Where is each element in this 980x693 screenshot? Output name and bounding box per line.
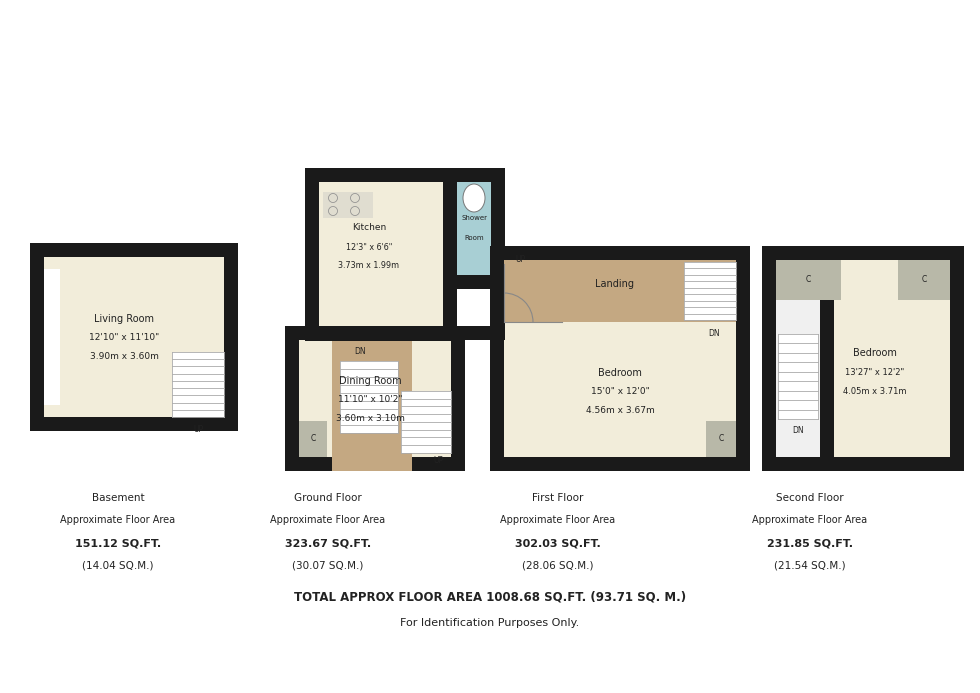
Text: UP: UP <box>433 457 443 466</box>
Text: Second Floor: Second Floor <box>776 493 844 503</box>
Bar <box>305 326 505 340</box>
Bar <box>451 326 465 471</box>
Bar <box>30 243 44 431</box>
Bar <box>44 269 60 405</box>
Text: (14.04 SQ.M.): (14.04 SQ.M.) <box>82 560 154 570</box>
Text: UP: UP <box>193 426 203 435</box>
Text: TOTAL APPROX FLOOR AREA 1008.68 SQ.FT. (93.71 SQ. M.): TOTAL APPROX FLOOR AREA 1008.68 SQ.FT. (… <box>294 590 686 604</box>
Bar <box>762 246 776 471</box>
Bar <box>305 327 457 341</box>
Text: Ground Floor: Ground Floor <box>294 493 362 503</box>
Text: 151.12 SQ.FT.: 151.12 SQ.FT. <box>74 538 161 548</box>
Bar <box>820 300 834 457</box>
Text: Basement: Basement <box>92 493 144 503</box>
Bar <box>443 275 505 289</box>
Text: 11'10" x 10'2": 11'10" x 10'2" <box>338 395 402 404</box>
Text: C: C <box>311 435 316 444</box>
Text: 12'3" x 6'6": 12'3" x 6'6" <box>346 243 392 252</box>
Bar <box>762 246 964 471</box>
Bar <box>30 417 238 431</box>
Text: 13'27" x 12'2": 13'27" x 12'2" <box>846 368 905 377</box>
Bar <box>299 421 327 457</box>
Text: 302.03 SQ.FT.: 302.03 SQ.FT. <box>515 538 601 548</box>
Bar <box>285 457 465 471</box>
Bar <box>684 262 736 320</box>
Text: 4.05m x 3.71m: 4.05m x 3.71m <box>843 387 906 396</box>
Text: 231.85 SQ.FT.: 231.85 SQ.FT. <box>767 538 853 548</box>
Bar <box>172 352 224 417</box>
Text: 4.56m x 3.67m: 4.56m x 3.67m <box>586 406 655 415</box>
Bar <box>323 192 373 218</box>
Ellipse shape <box>463 184 485 212</box>
Bar <box>443 168 505 182</box>
Text: Shower: Shower <box>461 216 487 222</box>
Bar <box>305 168 457 341</box>
Text: 12'10" x 11'10": 12'10" x 11'10" <box>89 333 159 342</box>
Text: 323.67 SQ.FT.: 323.67 SQ.FT. <box>285 538 371 548</box>
Bar <box>776 260 841 300</box>
Text: UP: UP <box>514 256 525 265</box>
Bar <box>285 326 299 471</box>
Text: 3.90m x 3.60m: 3.90m x 3.60m <box>89 353 159 362</box>
Bar <box>490 246 750 260</box>
Text: DN: DN <box>709 329 720 338</box>
Text: Kitchen: Kitchen <box>352 224 386 232</box>
Bar <box>778 334 818 419</box>
Bar <box>332 341 412 471</box>
Bar <box>736 246 750 471</box>
Bar <box>285 326 465 340</box>
Bar <box>443 168 505 289</box>
Text: Approximate Floor Area: Approximate Floor Area <box>753 515 867 525</box>
Bar <box>950 246 964 471</box>
Bar <box>305 168 457 182</box>
Bar <box>224 243 238 431</box>
Bar <box>285 326 465 471</box>
Text: (30.07 SQ.M.): (30.07 SQ.M.) <box>292 560 364 570</box>
Text: C: C <box>921 276 927 285</box>
Bar <box>305 327 319 340</box>
Bar <box>443 168 457 341</box>
Text: For Identification Purposes Only.: For Identification Purposes Only. <box>401 618 579 628</box>
Text: Room: Room <box>465 236 484 241</box>
Text: DN: DN <box>354 347 366 356</box>
Bar <box>30 243 238 257</box>
Bar <box>504 260 736 322</box>
Text: Landing: Landing <box>596 279 634 289</box>
Text: C: C <box>718 435 723 444</box>
Text: (28.06 SQ.M.): (28.06 SQ.M.) <box>522 560 594 570</box>
Bar <box>491 289 505 340</box>
Text: Approximate Floor Area: Approximate Floor Area <box>501 515 615 525</box>
Bar <box>762 457 964 471</box>
Text: 3.73m x 1.99m: 3.73m x 1.99m <box>338 261 400 270</box>
Bar <box>305 168 319 341</box>
Text: DN: DN <box>792 426 804 435</box>
Text: (21.54 SQ.M.): (21.54 SQ.M.) <box>774 560 846 570</box>
Text: Approximate Floor Area: Approximate Floor Area <box>270 515 385 525</box>
Text: First Floor: First Floor <box>532 493 584 503</box>
Bar <box>491 168 505 289</box>
Bar <box>490 246 504 471</box>
Bar <box>490 457 750 471</box>
Bar <box>443 168 457 289</box>
Bar <box>706 421 736 457</box>
Bar <box>762 246 964 260</box>
Text: Living Room: Living Room <box>94 314 154 324</box>
Text: Dining Room: Dining Room <box>339 376 402 387</box>
Text: Bedroom: Bedroom <box>853 349 897 358</box>
Bar <box>898 260 950 300</box>
Text: Bedroom: Bedroom <box>598 369 642 378</box>
Bar <box>340 361 398 433</box>
Text: 3.60m x 3.10m: 3.60m x 3.10m <box>335 414 405 423</box>
Bar <box>490 246 750 471</box>
Text: 15'0" x 12'0": 15'0" x 12'0" <box>591 387 650 396</box>
Text: C: C <box>806 276 810 285</box>
Bar <box>401 391 451 453</box>
Text: Approximate Floor Area: Approximate Floor Area <box>61 515 175 525</box>
Bar <box>776 300 820 457</box>
Bar <box>30 243 238 431</box>
